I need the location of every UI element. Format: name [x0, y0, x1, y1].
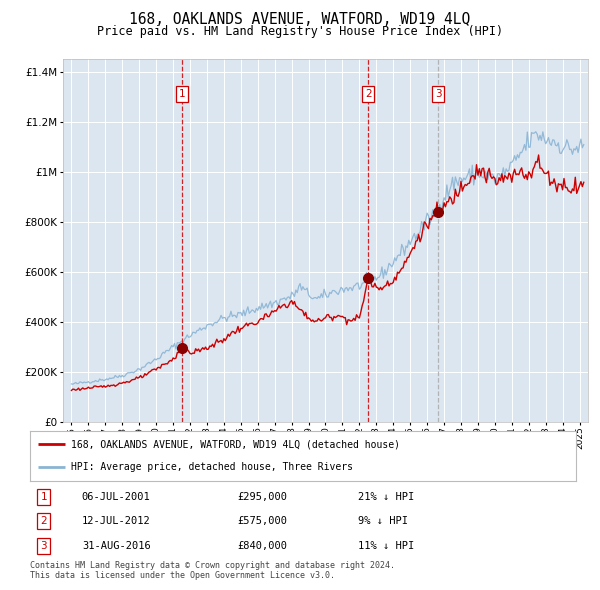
Text: Contains HM Land Registry data © Crown copyright and database right 2024.: Contains HM Land Registry data © Crown c…: [30, 560, 395, 569]
Text: 1: 1: [40, 492, 47, 502]
Text: 31-AUG-2016: 31-AUG-2016: [82, 541, 151, 550]
Text: 3: 3: [435, 89, 442, 99]
Text: 2: 2: [365, 89, 371, 99]
Text: Price paid vs. HM Land Registry's House Price Index (HPI): Price paid vs. HM Land Registry's House …: [97, 25, 503, 38]
Text: This data is licensed under the Open Government Licence v3.0.: This data is licensed under the Open Gov…: [30, 571, 335, 579]
Text: 9% ↓ HPI: 9% ↓ HPI: [358, 516, 407, 526]
Text: 3: 3: [40, 541, 47, 550]
Text: 2: 2: [40, 516, 47, 526]
Text: 168, OAKLANDS AVENUE, WATFORD, WD19 4LQ (detached house): 168, OAKLANDS AVENUE, WATFORD, WD19 4LQ …: [71, 439, 400, 449]
Text: 21% ↓ HPI: 21% ↓ HPI: [358, 492, 414, 502]
Text: £575,000: £575,000: [238, 516, 287, 526]
Text: £295,000: £295,000: [238, 492, 287, 502]
Text: 06-JUL-2001: 06-JUL-2001: [82, 492, 151, 502]
Text: £840,000: £840,000: [238, 541, 287, 550]
Text: 1: 1: [179, 89, 185, 99]
Text: 11% ↓ HPI: 11% ↓ HPI: [358, 541, 414, 550]
Text: 168, OAKLANDS AVENUE, WATFORD, WD19 4LQ: 168, OAKLANDS AVENUE, WATFORD, WD19 4LQ: [130, 12, 470, 27]
Text: HPI: Average price, detached house, Three Rivers: HPI: Average price, detached house, Thre…: [71, 463, 353, 473]
Text: 12-JUL-2012: 12-JUL-2012: [82, 516, 151, 526]
